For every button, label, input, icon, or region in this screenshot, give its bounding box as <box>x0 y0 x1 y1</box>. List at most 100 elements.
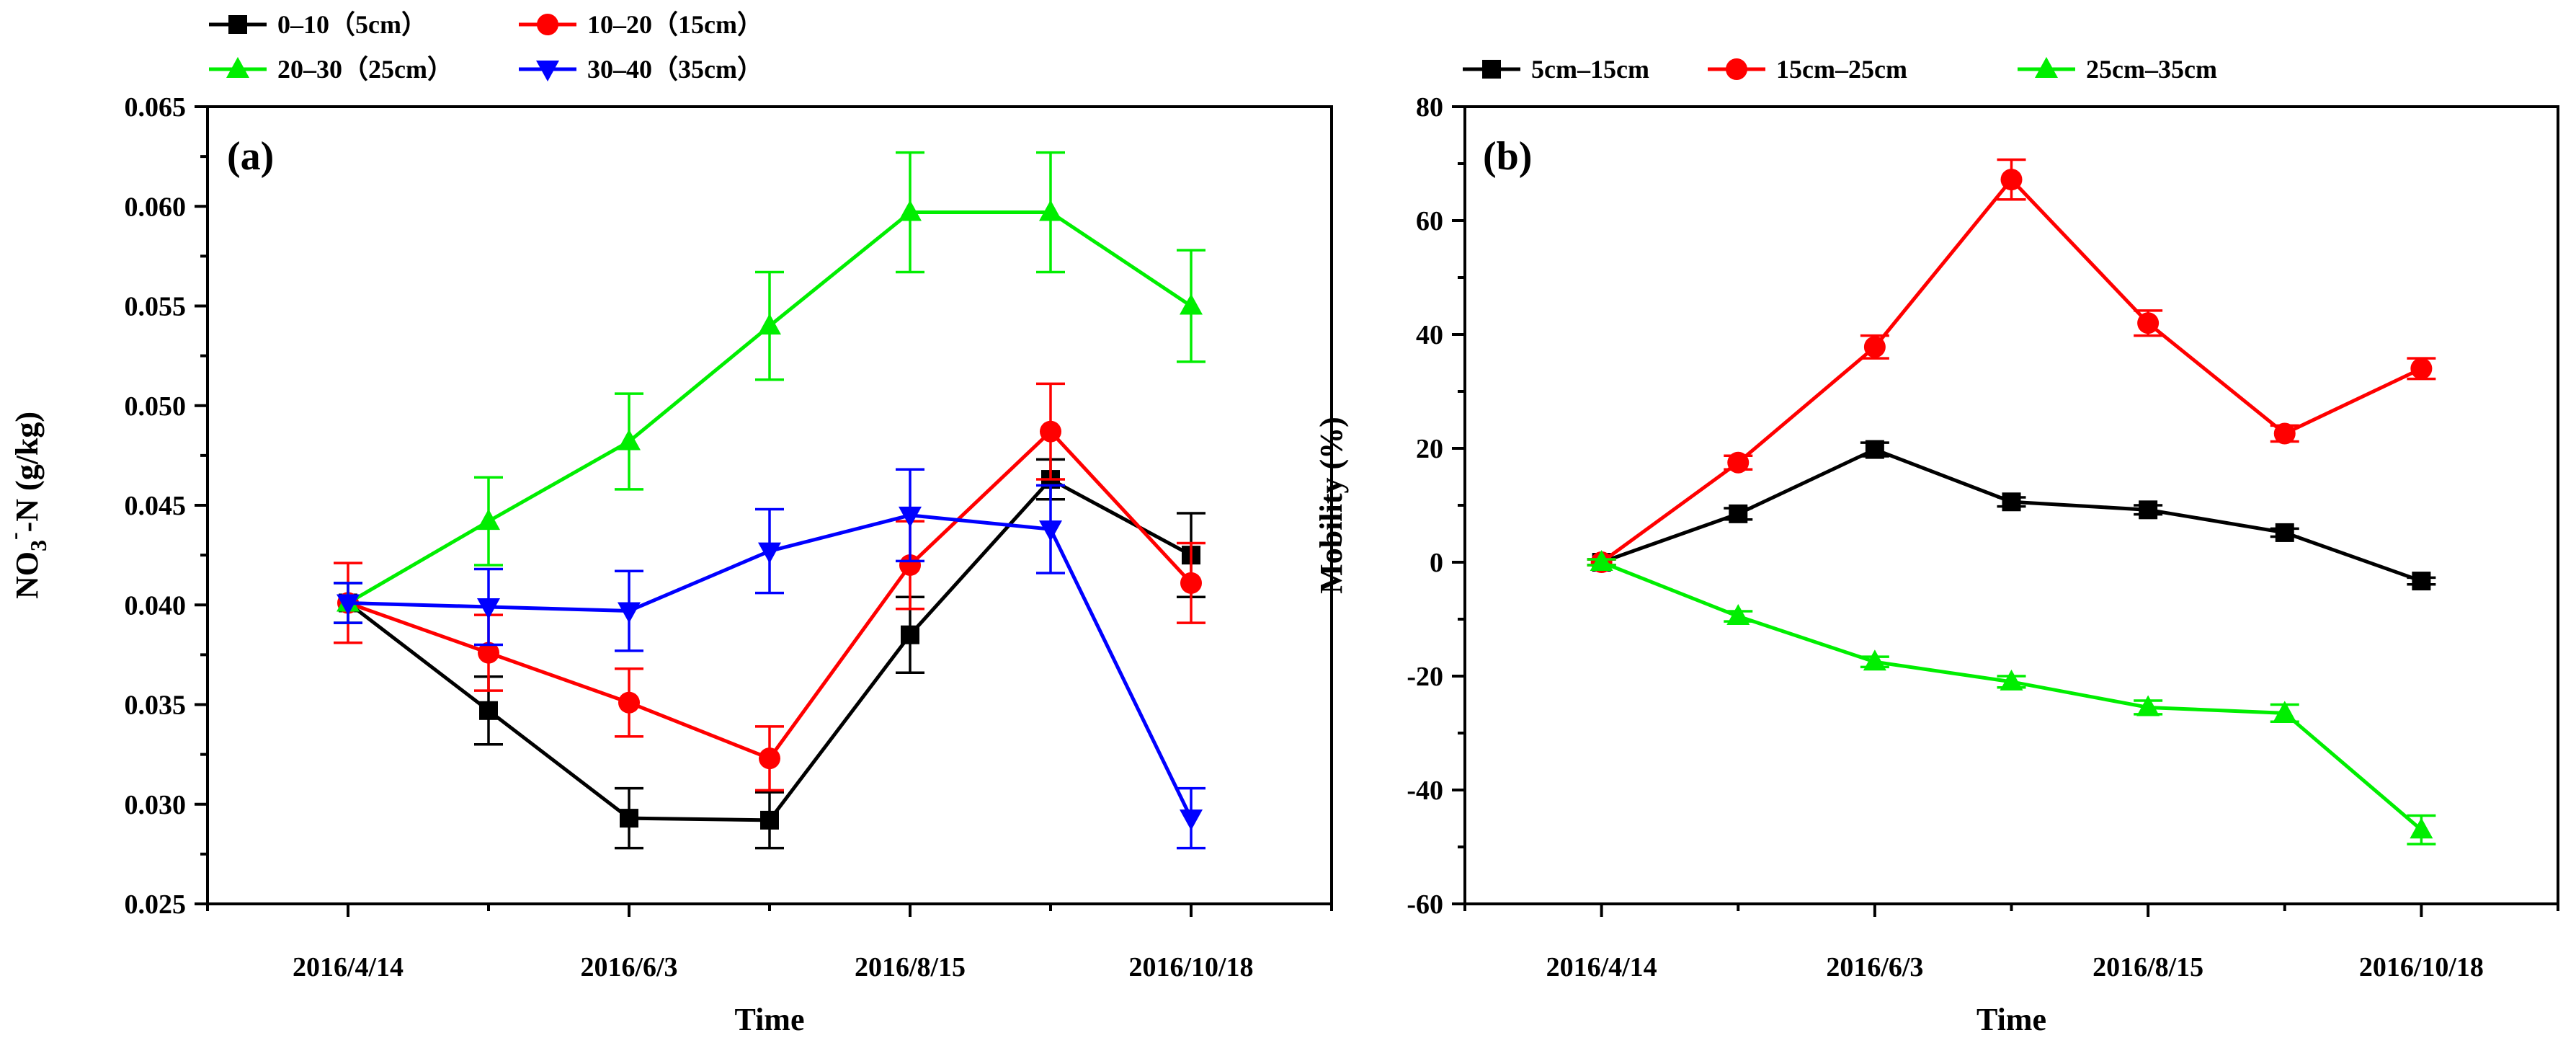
data-point <box>2273 701 2296 722</box>
data-point <box>337 594 360 616</box>
data-point <box>1040 420 1061 443</box>
x-tick-label: 2016/6/3 <box>1826 952 1923 982</box>
data-point <box>1863 649 1886 671</box>
legend-marker <box>537 14 558 35</box>
y-tick-label: 0.045 <box>125 491 187 521</box>
y-tick-label: -40 <box>1407 776 1443 806</box>
legend-marker <box>1726 58 1747 80</box>
legend: 5cm–15cm 15cm–25cm 25cm–35cm <box>1463 55 2217 84</box>
data-point <box>1180 809 1203 831</box>
panel-a: 0.025 0.030 0.035 0.040 0.045 0.050 0.055 0.060… <box>1 10 1333 1037</box>
data-point <box>478 642 499 664</box>
y-tick-label: 0.055 <box>125 292 187 322</box>
legend-label: 0–10（5cm） <box>277 10 427 39</box>
data-point <box>2410 817 2433 839</box>
data-point <box>2136 695 2160 716</box>
y-axis-title: NO3--N (g/kg) <box>1 412 51 599</box>
x-tick-label: 2016/6/3 <box>580 952 677 982</box>
data-point <box>618 429 641 451</box>
panel-b: -60 -40 -20 0 20 40 60 80 2016/4/14 2016/6/3 2016/… <box>1314 55 2559 1037</box>
y-axis-title: Mobility (%) <box>1314 417 1349 594</box>
legend-label: 10–20（15cm） <box>587 10 763 39</box>
data-point <box>2002 492 2021 512</box>
data-point <box>1865 440 1884 459</box>
y-tick-label: 0.030 <box>125 790 187 820</box>
x-tick-label: 2016/10/18 <box>2359 952 2484 982</box>
data-point <box>2410 358 2433 380</box>
y-tick-label: 20 <box>1416 434 1443 464</box>
panel-label: (a) <box>227 134 274 179</box>
data-point <box>2000 669 2023 691</box>
series-2 <box>334 151 1205 624</box>
panel-label: (b) <box>1483 134 1532 179</box>
data-point <box>759 747 780 770</box>
data-point <box>1590 550 1613 571</box>
y-tick-label: 40 <box>1416 320 1443 350</box>
data-point <box>899 554 921 576</box>
data-point <box>1039 200 1062 221</box>
series-3 <box>334 468 1205 850</box>
y-tick-label: 0.035 <box>125 691 187 721</box>
series-1 <box>334 382 1205 792</box>
y-tick-label: -20 <box>1407 662 1443 692</box>
data-point <box>758 542 781 564</box>
data-point <box>1180 293 1203 315</box>
y-axis-title-sup: - <box>1 532 27 540</box>
legend-marker <box>536 61 559 81</box>
legend-marker <box>228 15 247 34</box>
y-tick-label: 0 <box>1430 548 1443 578</box>
data-point <box>479 701 498 720</box>
data-point <box>618 602 641 623</box>
data-point <box>1863 336 1886 358</box>
data-point <box>899 506 922 528</box>
y-axis-title-rest: -N (g/kg) <box>9 412 45 532</box>
y-tick-label: 0.025 <box>125 889 187 920</box>
y-tick-label: 0.065 <box>125 92 187 123</box>
data-point <box>1039 520 1062 542</box>
x-tick-label: 2016/10/18 <box>1128 952 1253 982</box>
data-point <box>899 200 922 221</box>
legend-label: 25cm–35cm <box>2086 55 2217 84</box>
data-point <box>901 625 919 644</box>
legend-label: 15cm–25cm <box>1776 55 1907 84</box>
data-point <box>2275 523 2294 542</box>
data-point <box>618 691 640 714</box>
data-point <box>2139 500 2158 520</box>
legend-label: 20–30（25cm） <box>277 55 453 84</box>
data-point <box>1727 451 1750 474</box>
y-axis-title-sub: 3 <box>25 540 51 551</box>
data-point <box>477 509 500 531</box>
x-tick-label: 2016/8/15 <box>2093 952 2203 982</box>
series-0 <box>1587 440 2436 591</box>
data-point <box>1729 504 1748 523</box>
data-point <box>758 314 781 335</box>
data-point <box>2412 572 2431 591</box>
y-axis-title-main: NO <box>9 551 45 599</box>
legend-label: 5cm–15cm <box>1531 55 1649 84</box>
data-point <box>2273 422 2296 445</box>
y-tick-label: 60 <box>1416 206 1443 236</box>
legend: 0–10（5cm） 10–20（15cm） 20–30（25cm） 30–40（35c… <box>209 10 763 84</box>
y-tick-label: 0.040 <box>125 590 187 621</box>
legend-marker <box>226 57 249 78</box>
legend-marker <box>2035 57 2058 78</box>
x-tick-label: 2016/4/14 <box>1546 952 1657 982</box>
legend-label: 30–40（35cm） <box>587 55 763 84</box>
data-point <box>760 810 779 830</box>
x-tick-label: 2016/4/14 <box>293 952 404 982</box>
data-point <box>620 809 638 828</box>
data-point <box>2137 312 2160 334</box>
y-tick-label: 0.060 <box>125 192 187 222</box>
x-axis-title: Time <box>1976 1002 2046 1037</box>
data-point <box>1726 604 1750 626</box>
y-tick-label: -60 <box>1407 889 1443 920</box>
x-axis-title: Time <box>735 1002 805 1037</box>
data-point <box>2000 169 2023 191</box>
y-tick-label: 0.050 <box>125 391 187 422</box>
series-line <box>1600 560 2423 832</box>
data-point <box>477 598 500 620</box>
data-point <box>1180 572 1202 594</box>
series-2 <box>1587 550 2436 846</box>
x-tick-label: 2016/8/15 <box>855 952 966 982</box>
